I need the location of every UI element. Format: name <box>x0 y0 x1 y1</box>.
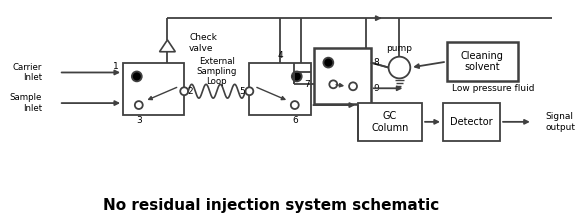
Bar <box>314 48 371 104</box>
Bar <box>249 63 311 115</box>
Text: Signal
output: Signal output <box>546 112 576 132</box>
Bar <box>447 42 518 81</box>
Text: 1: 1 <box>113 62 119 71</box>
Bar <box>123 63 184 115</box>
Text: Check
valve: Check valve <box>189 33 217 53</box>
Text: Low pressure fluid: Low pressure fluid <box>452 84 534 93</box>
Text: 3: 3 <box>136 116 142 125</box>
Text: 2: 2 <box>187 87 193 96</box>
Text: 5: 5 <box>240 87 245 96</box>
Circle shape <box>135 101 143 109</box>
Text: No residual injection system schematic: No residual injection system schematic <box>103 198 439 213</box>
Text: 7: 7 <box>304 80 309 89</box>
Circle shape <box>324 58 333 67</box>
Circle shape <box>349 82 357 90</box>
Bar <box>358 103 422 141</box>
Circle shape <box>180 87 188 95</box>
Circle shape <box>388 57 410 78</box>
Text: 4: 4 <box>277 51 283 60</box>
Circle shape <box>329 80 337 88</box>
Text: GC
Column: GC Column <box>371 111 409 133</box>
Text: 8: 8 <box>374 58 380 67</box>
Circle shape <box>246 87 253 95</box>
Circle shape <box>292 71 302 81</box>
Text: 6: 6 <box>292 116 298 125</box>
Text: pump: pump <box>387 44 412 53</box>
Text: 9: 9 <box>374 84 380 93</box>
Circle shape <box>132 71 142 81</box>
Text: Cleaning
solvent: Cleaning solvent <box>461 51 504 72</box>
Circle shape <box>291 101 299 109</box>
Text: Carrier
Inlet: Carrier Inlet <box>13 63 42 82</box>
Text: Sample
Inlet: Sample Inlet <box>10 93 42 113</box>
Text: Detector: Detector <box>450 117 493 127</box>
Bar <box>443 103 500 141</box>
Text: External
Sampling
Loop: External Sampling Loop <box>197 57 237 86</box>
